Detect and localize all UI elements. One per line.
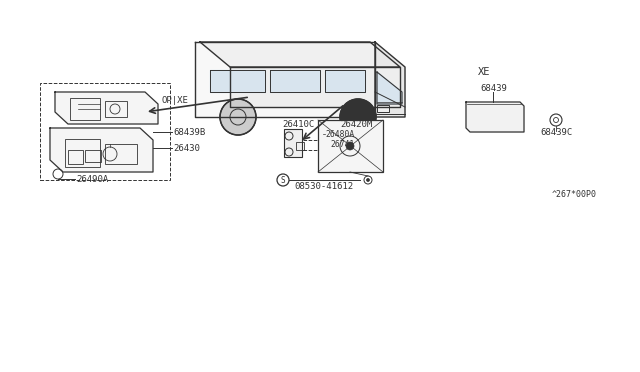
Text: ^267*00P0: ^267*00P0 xyxy=(552,189,597,199)
Text: 26490A: 26490A xyxy=(76,174,108,183)
Circle shape xyxy=(340,99,376,135)
Bar xyxy=(105,101,127,117)
Bar xyxy=(85,150,101,162)
Text: 68439C: 68439C xyxy=(540,128,572,137)
Text: 26410C: 26410C xyxy=(282,119,314,128)
Polygon shape xyxy=(230,67,400,107)
Bar xyxy=(65,139,100,167)
Text: OP|XE: OP|XE xyxy=(162,96,189,105)
Bar xyxy=(40,83,170,180)
Text: 26420M: 26420M xyxy=(340,119,372,128)
Text: 26480A: 26480A xyxy=(325,129,355,138)
Bar xyxy=(70,98,100,120)
Text: 26741: 26741 xyxy=(330,140,355,148)
Polygon shape xyxy=(50,128,153,172)
Bar xyxy=(105,144,137,164)
Circle shape xyxy=(346,142,354,150)
Polygon shape xyxy=(377,72,402,104)
Polygon shape xyxy=(375,42,405,117)
Circle shape xyxy=(220,99,256,135)
Bar xyxy=(318,120,383,172)
Polygon shape xyxy=(55,92,158,124)
Text: 68439B: 68439B xyxy=(173,128,205,137)
Text: S: S xyxy=(281,176,285,185)
Text: 26430: 26430 xyxy=(173,144,200,153)
Polygon shape xyxy=(466,102,524,132)
Bar xyxy=(284,129,302,157)
Text: XE: XE xyxy=(478,67,490,77)
Bar xyxy=(296,142,304,150)
Polygon shape xyxy=(200,42,400,67)
Text: 68439: 68439 xyxy=(480,83,507,93)
Circle shape xyxy=(367,179,369,182)
Polygon shape xyxy=(195,42,375,117)
Text: 08530-41612: 08530-41612 xyxy=(294,182,353,190)
Polygon shape xyxy=(210,70,265,92)
Bar xyxy=(68,150,83,164)
Bar xyxy=(377,105,389,112)
Polygon shape xyxy=(270,70,320,92)
Polygon shape xyxy=(325,70,365,92)
